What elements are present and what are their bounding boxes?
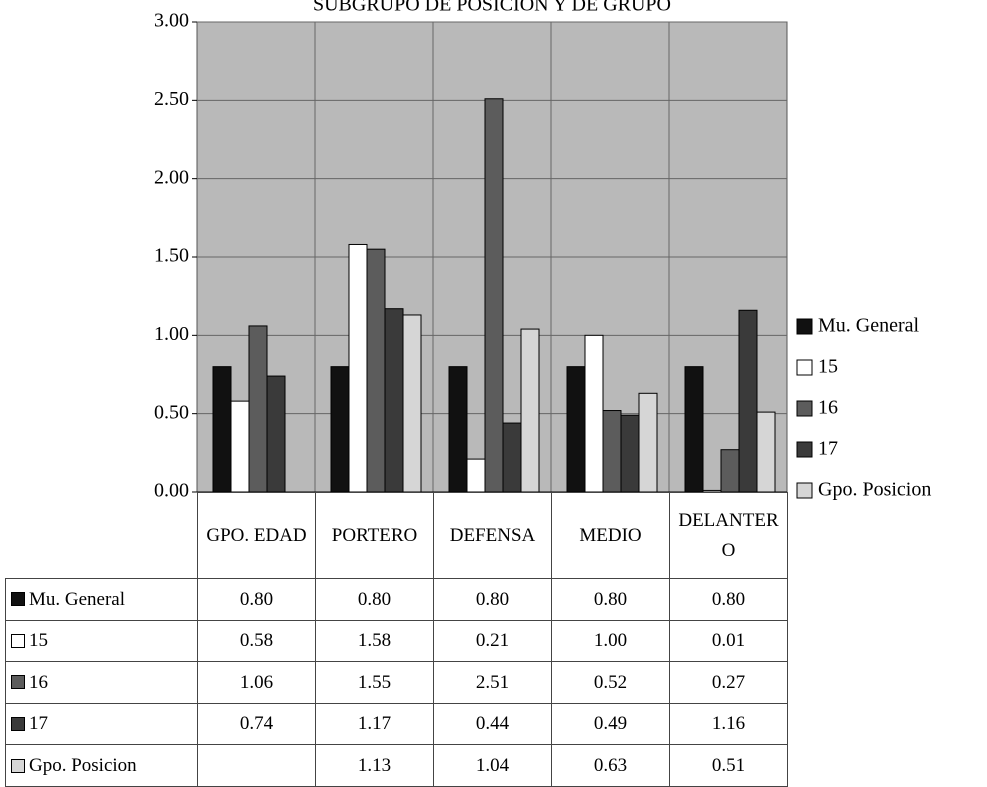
y-tick-label: 0.50 xyxy=(154,401,189,423)
legend-key xyxy=(796,359,813,376)
legend-key xyxy=(11,758,25,773)
value-label: 1.58 xyxy=(315,619,434,663)
legend-label: Gpo. Posicion xyxy=(818,479,931,501)
bar xyxy=(230,400,250,493)
value-label: 0.80 xyxy=(551,578,670,621)
value-label: 0.27 xyxy=(669,661,788,704)
chart-title: SUBGRUPO DE POSICION Y DE GRUPO xyxy=(313,0,671,16)
value-label: 0.80 xyxy=(669,578,788,621)
value-label: 0.80 xyxy=(315,578,434,621)
bar xyxy=(684,366,704,493)
y-tick-label: 0.00 xyxy=(154,480,189,502)
bar xyxy=(348,243,368,493)
value-label: 0.63 xyxy=(551,744,670,787)
legend-key xyxy=(11,633,25,648)
legend-key xyxy=(796,441,813,458)
row-header: Gpo. Posicion xyxy=(5,744,198,787)
y-tick-label: 1.50 xyxy=(154,245,189,267)
row-header: 17 xyxy=(5,702,198,746)
series-name: 15 xyxy=(29,630,48,652)
value-label: 0.52 xyxy=(551,661,670,704)
x-tick-label: GPO. EDAD xyxy=(197,492,316,579)
value-label: 2.51 xyxy=(433,661,552,704)
value-label: 1.55 xyxy=(315,661,434,704)
bar xyxy=(248,325,268,493)
bar xyxy=(738,309,758,493)
value-label xyxy=(197,744,316,787)
legend-label: Mu. General xyxy=(818,315,920,337)
value-label: 1.04 xyxy=(433,744,552,787)
bar xyxy=(384,308,404,493)
legend-key xyxy=(11,717,25,732)
x-tick-label: PORTERO xyxy=(315,492,434,579)
series-name: Mu. General xyxy=(29,588,126,610)
bar xyxy=(638,392,658,493)
bar xyxy=(402,314,422,493)
value-label: 1.13 xyxy=(315,744,434,787)
y-tick-label: 1.00 xyxy=(154,323,189,345)
legend-key xyxy=(796,318,813,335)
value-label: 0.51 xyxy=(669,744,788,787)
bar xyxy=(520,328,540,493)
bar xyxy=(756,411,776,493)
bar xyxy=(602,410,622,493)
legend-key xyxy=(11,675,25,690)
bar xyxy=(330,366,350,493)
value-label: 0.01 xyxy=(669,619,788,663)
y-tick-label: 2.00 xyxy=(154,166,189,188)
value-label: 0.80 xyxy=(197,578,316,621)
value-label: 1.06 xyxy=(197,661,316,704)
x-tick-label: DELANTERO xyxy=(669,492,788,579)
bar xyxy=(266,375,286,493)
legend-label: 15 xyxy=(818,356,838,378)
bar xyxy=(566,366,586,493)
series-name: 17 xyxy=(29,713,48,735)
legend-label: 16 xyxy=(818,397,838,419)
bar xyxy=(448,366,468,493)
legend-key xyxy=(11,592,25,607)
value-label: 0.80 xyxy=(433,578,552,621)
value-label: 0.44 xyxy=(433,702,552,746)
legend-key xyxy=(796,400,813,417)
series-name: Gpo. Posicion xyxy=(29,754,137,776)
bar xyxy=(620,414,640,493)
row-header: 15 xyxy=(5,619,198,663)
value-label: 0.49 xyxy=(551,702,670,746)
value-label: 1.17 xyxy=(315,702,434,746)
x-tick-label: MEDIO xyxy=(551,492,670,579)
x-tick-label: DEFENSA xyxy=(433,492,552,579)
value-label: 0.74 xyxy=(197,702,316,746)
bar xyxy=(466,458,486,493)
bar xyxy=(484,98,504,493)
bar xyxy=(720,449,740,493)
value-label: 1.16 xyxy=(669,702,788,746)
bar xyxy=(366,248,386,493)
row-header: Mu. General xyxy=(5,578,198,621)
bar xyxy=(212,366,232,493)
value-label: 0.58 xyxy=(197,619,316,663)
series-name: 16 xyxy=(29,671,48,693)
legend-label: 17 xyxy=(818,438,838,460)
bar xyxy=(584,334,604,493)
y-tick-label: 3.00 xyxy=(154,10,189,32)
row-header: 16 xyxy=(5,661,198,704)
value-label: 1.00 xyxy=(551,619,670,663)
y-tick-label: 2.50 xyxy=(154,88,189,110)
legend-key xyxy=(796,482,813,499)
value-label: 0.21 xyxy=(433,619,552,663)
bar xyxy=(502,422,522,493)
